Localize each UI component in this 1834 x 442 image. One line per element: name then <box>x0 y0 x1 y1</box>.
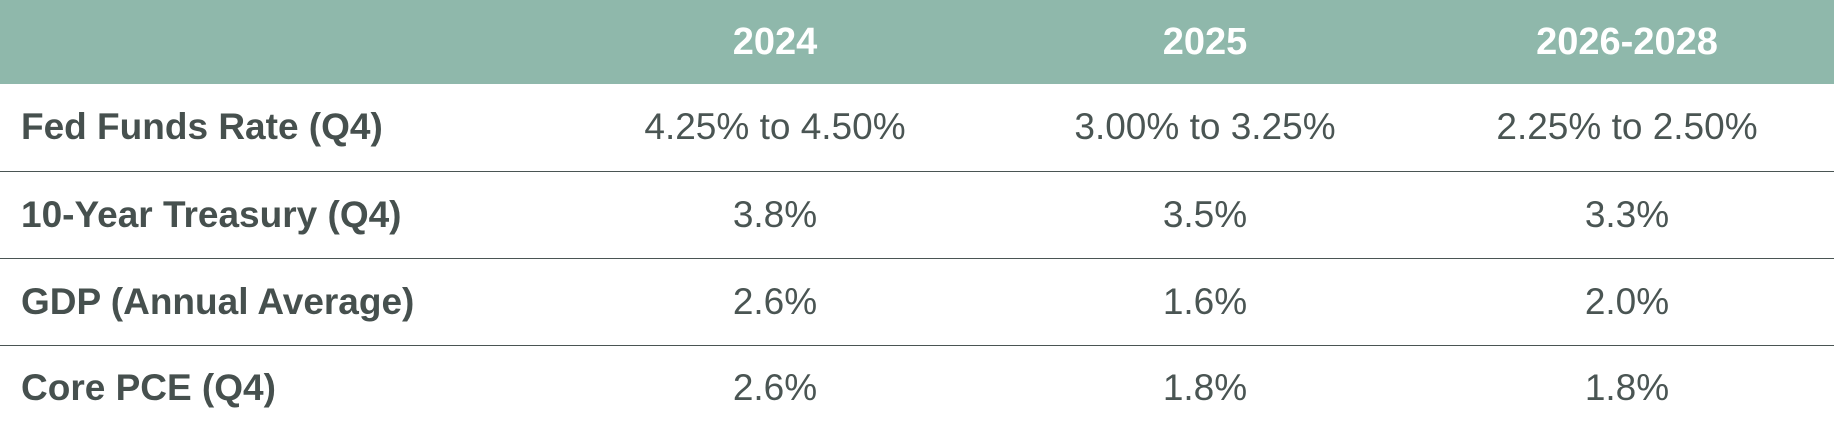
header-year-2024: 2024 <box>732 20 818 63</box>
table-cell: 3.00% to 3.25% <box>1074 106 1336 148</box>
header-corner <box>0 0 560 84</box>
row-label: GDP (Annual Average) <box>0 257 560 345</box>
row-label: Fed Funds Rate (Q4) <box>21 106 383 148</box>
table-cell: 3.3% <box>1420 170 1834 258</box>
table-cell: 2.6% <box>560 344 990 431</box>
table-cell: 3.8% <box>560 170 990 258</box>
table-row: Fed Funds Rate (Q4) 4.25% to 4.50% 3.00%… <box>0 84 1834 171</box>
header-row: 2024 2025 2026-2028 <box>0 0 1834 84</box>
header-year-2026-2028: 2026-2028 <box>1536 20 1718 63</box>
table-cell: 1.6% <box>990 257 1420 345</box>
row-label: 10-Year Treasury (Q4) <box>0 170 560 258</box>
table-row: GDP (Annual Average) 2.6% 1.6% 2.0% <box>0 257 1834 345</box>
table-cell: 2.6% <box>560 257 990 345</box>
table-cell: 3.5% <box>990 170 1420 258</box>
table-row: Core PCE (Q4) 2.6% 1.8% 1.8% <box>0 344 1834 431</box>
table-cell: 1.8% <box>990 344 1420 431</box>
table-cell: 2.0% <box>1420 257 1834 345</box>
header-year-2025: 2025 <box>1162 20 1248 63</box>
table-row: 10-Year Treasury (Q4) 3.8% 3.5% 3.3% <box>0 170 1834 258</box>
table-cell: 2.25% to 2.50% <box>1496 106 1758 148</box>
forecast-table: 2024 2025 2026-2028 Fed Funds Rate (Q4) … <box>0 0 1834 431</box>
row-label: Core PCE (Q4) <box>0 344 560 431</box>
table-cell: 4.25% to 4.50% <box>644 106 906 148</box>
table-cell: 1.8% <box>1420 344 1834 431</box>
